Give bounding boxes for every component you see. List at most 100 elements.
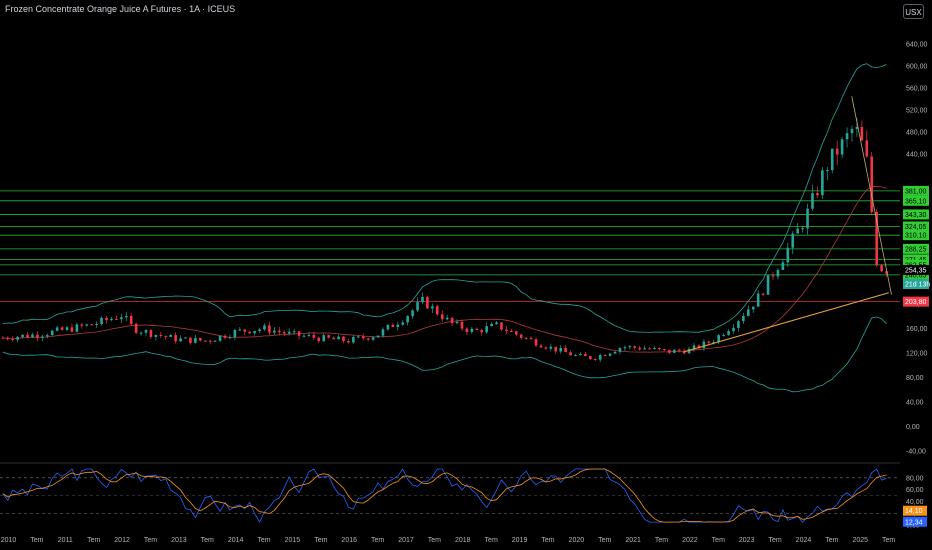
level-tag-9-bg — [903, 296, 929, 307]
time-tick-label: Tem — [144, 537, 157, 544]
stoch-d-tag: 14,10 — [905, 508, 923, 515]
candle-body-87 — [431, 306, 434, 309]
candle-body-173 — [855, 126, 859, 129]
candle-body-70 — [347, 341, 350, 343]
candle-body-76 — [376, 335, 380, 338]
resistance-trendline — [851, 96, 892, 295]
countdown-tag-bg — [903, 279, 929, 289]
candle-body-123 — [608, 353, 612, 356]
candle-body-82 — [406, 316, 409, 323]
countdown-tag: 21d 13h — [905, 282, 930, 289]
candle-body-156 — [771, 275, 775, 277]
candle-body-8 — [41, 336, 44, 338]
candle-body-4 — [21, 334, 24, 337]
candle-body-104 — [514, 331, 518, 335]
candle-body-88 — [435, 306, 439, 315]
candle-body-63 — [312, 334, 316, 338]
candle-body-162 — [801, 228, 804, 230]
oscillator-tick-label: 80,00 — [906, 475, 924, 482]
candle-body-126 — [623, 347, 627, 349]
candle-body-154 — [761, 293, 765, 295]
candle-body-39 — [194, 337, 197, 343]
level-tag-3: 324,05 — [905, 224, 927, 231]
candle-body-170 — [840, 139, 844, 155]
level-tag-0-bg — [903, 185, 929, 196]
time-tick-label: 2021 — [625, 537, 641, 544]
candle-body-52 — [258, 329, 261, 332]
time-tick-label: 2020 — [569, 537, 585, 544]
time-tick-label: 2019 — [512, 537, 528, 544]
candle-body-25 — [124, 315, 128, 318]
time-tick-label: 2015 — [285, 537, 301, 544]
candle-body-110 — [544, 347, 548, 349]
candle-body-125 — [618, 348, 622, 352]
time-tick-label: 2016 — [341, 537, 357, 544]
candle-body-124 — [613, 351, 617, 354]
candle-body-157 — [776, 269, 780, 277]
candle-body-121 — [598, 355, 602, 360]
candle-body-140 — [692, 345, 696, 349]
level-tag-1: 365,10 — [905, 198, 927, 205]
stoch-d-line — [2, 468, 887, 523]
time-tick-label: Tem — [825, 537, 838, 544]
candle-body-57 — [282, 332, 286, 334]
candle-body-16 — [80, 324, 84, 326]
candle-body-129 — [638, 347, 642, 350]
candle-body-141 — [697, 345, 701, 349]
candle-body-29 — [144, 330, 148, 333]
oscillator-tick-label: 60,00 — [906, 487, 924, 494]
candle-body-93 — [460, 321, 464, 329]
candle-body-74 — [366, 338, 370, 340]
currency-button[interactable]: USX — [903, 4, 924, 19]
stoch-k-tag: 12,34 — [905, 519, 923, 526]
time-tick-label: 2010 — [1, 537, 17, 544]
candle-body-113 — [559, 348, 563, 352]
candle-body-20 — [100, 317, 103, 324]
candle-body-14 — [70, 327, 74, 332]
time-tick-label: 2018 — [455, 537, 471, 544]
candle-body-30 — [149, 330, 153, 337]
time-tick-label: 2013 — [171, 537, 187, 544]
level-tag-5: 288,25 — [905, 246, 927, 253]
candle-body-89 — [440, 314, 444, 320]
candle-body-115 — [569, 352, 572, 356]
candle-body-37 — [184, 337, 187, 339]
candle-body-114 — [564, 348, 567, 353]
candle-body-149 — [737, 321, 740, 328]
candle-body-168 — [830, 148, 834, 171]
candle-body-147 — [727, 331, 730, 335]
candle-body-17 — [85, 324, 89, 326]
candle-body-137 — [677, 349, 681, 351]
candle-body-50 — [248, 331, 251, 334]
bollinger-upper-line — [2, 63, 887, 333]
candle-body-67 — [332, 337, 335, 340]
candle-body-71 — [352, 337, 355, 343]
level-tag-2-bg — [903, 209, 929, 220]
candle-body-119 — [589, 356, 592, 359]
candle-body-166 — [821, 170, 824, 196]
level-tag-7-bg — [903, 259, 929, 270]
candle-body-174 — [860, 126, 864, 141]
candle-body-151 — [747, 309, 750, 317]
candle-body-95 — [470, 328, 474, 332]
time-tick-label: Tem — [201, 537, 214, 544]
level-tag-9: 203,80 — [905, 299, 927, 306]
moving-average-line — [2, 185, 887, 353]
price-tick-label: 480,00 — [906, 130, 928, 137]
price-tick-label: 160,00 — [906, 326, 928, 333]
candle-body-3 — [16, 336, 19, 340]
time-tick-label: Tem — [428, 537, 441, 544]
candle-body-122 — [603, 355, 607, 357]
candle-body-101 — [500, 322, 503, 330]
candle-body-160 — [791, 233, 795, 248]
candle-body-12 — [60, 327, 64, 330]
time-tick-label: 2023 — [739, 537, 755, 544]
candle-body-48 — [238, 329, 242, 331]
candle-body-27 — [134, 323, 138, 333]
candle-body-61 — [302, 335, 306, 337]
price-tick-label: 440,00 — [906, 152, 928, 159]
candle-body-177 — [875, 212, 878, 266]
level-tag-3-bg — [903, 221, 929, 232]
candle-body-145 — [717, 335, 720, 343]
